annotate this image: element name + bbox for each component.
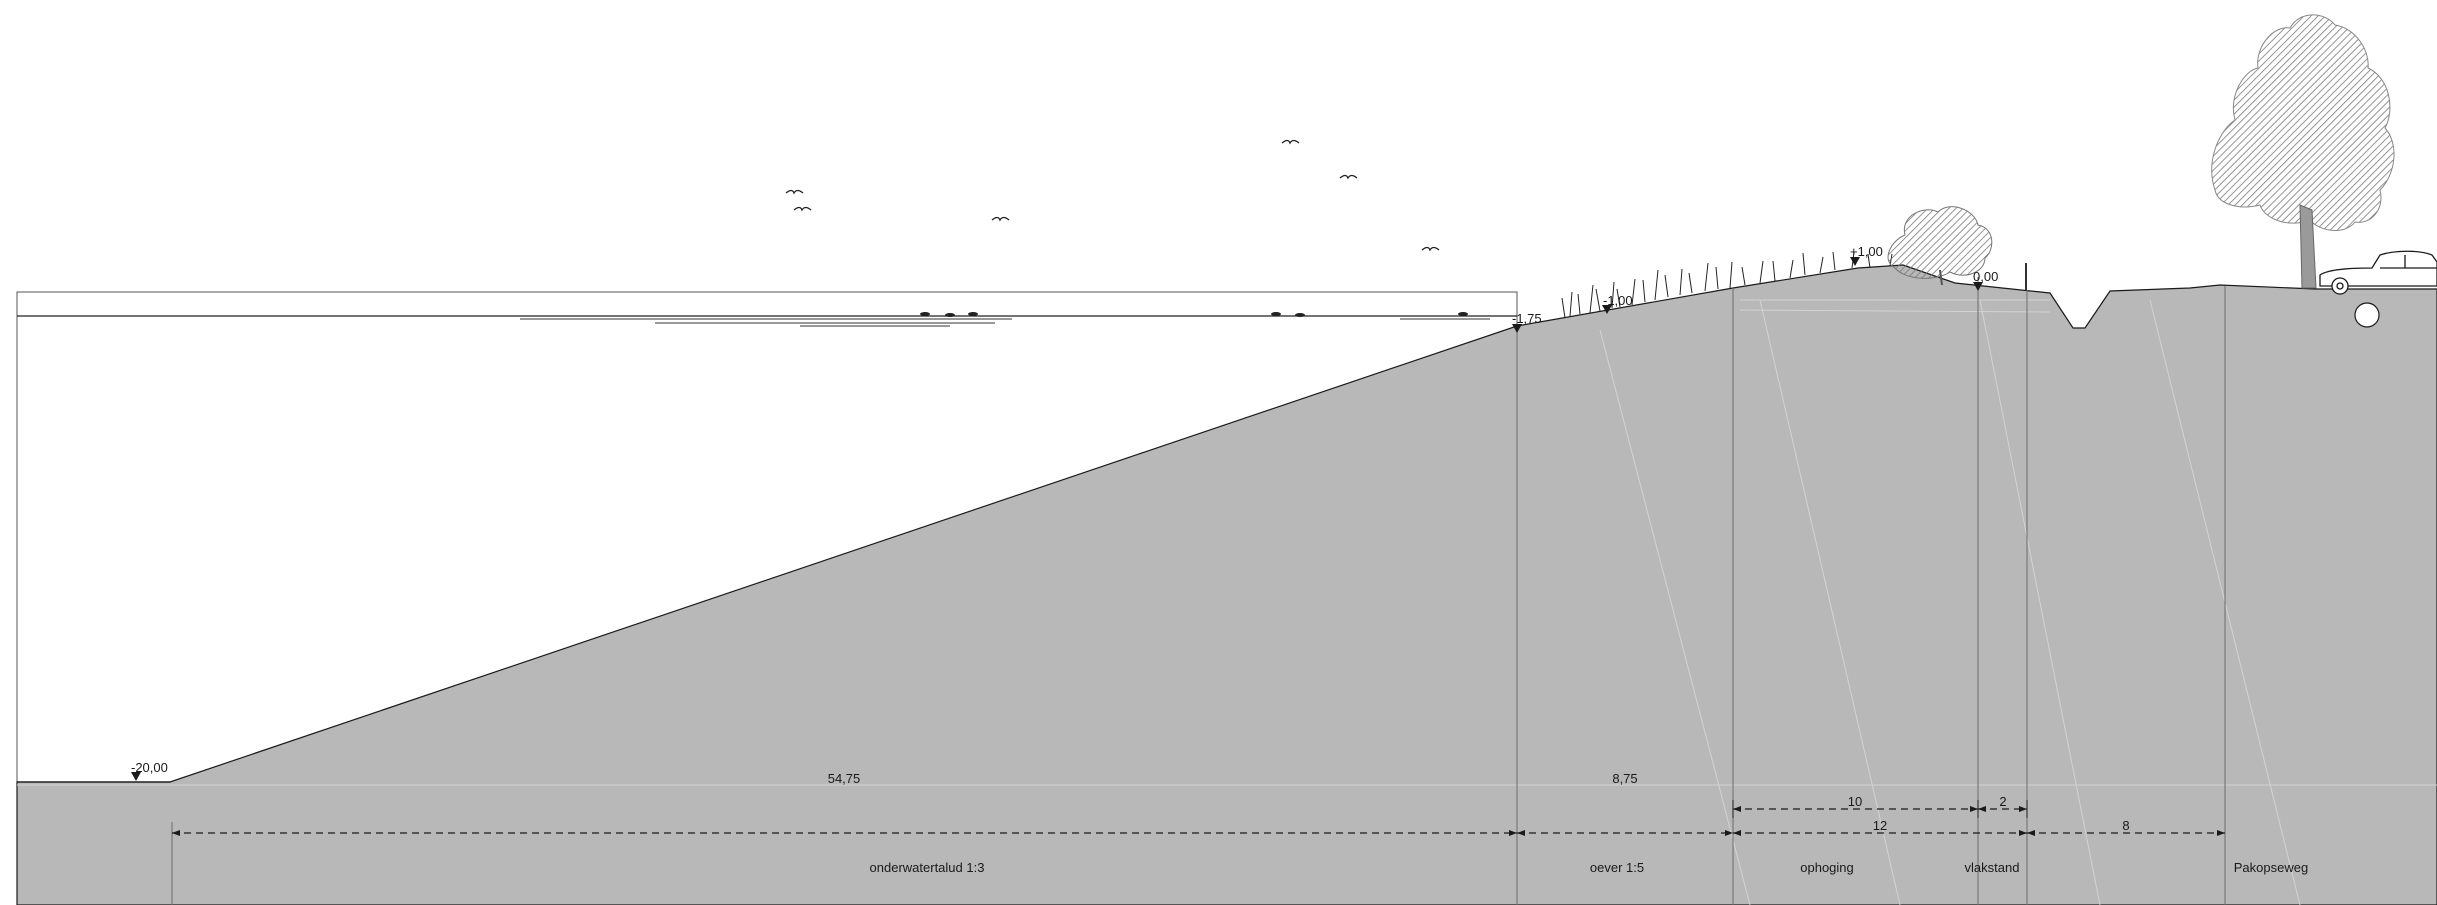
ground-profile bbox=[16, 264, 2437, 905]
level-label-raised-top: +1,00 bbox=[1850, 244, 1883, 259]
level-marker-raised-top: +1,00 bbox=[1850, 244, 1883, 266]
bird-icons bbox=[785, 139, 1440, 252]
dim-label-flat-edge: 2 bbox=[1999, 794, 2006, 809]
zone-label-raise: ophoging bbox=[1800, 860, 1854, 875]
water-ripples bbox=[520, 318, 1490, 327]
level-marker-underwater-toe: -1,75 bbox=[1512, 311, 1542, 333]
level-label-underwater-toe: -1,75 bbox=[1512, 311, 1542, 326]
level-label-flat: 0,00 bbox=[1973, 269, 1998, 284]
dim-label-road: 8 bbox=[2122, 818, 2129, 833]
zone-label-flat-edge: vlakstand bbox=[1965, 860, 2020, 875]
pipe bbox=[2354, 302, 2380, 328]
dim-label-raise-total: 12 bbox=[1873, 818, 1887, 833]
zone-label-road: Pakopseweg bbox=[2234, 860, 2308, 875]
level-marker-bank-mid: -1,00 bbox=[1602, 293, 1633, 314]
level-marker-bottom: -20,00 bbox=[131, 760, 168, 781]
car-icon bbox=[2319, 250, 2437, 295]
level-marker-flat: 0,00 bbox=[1973, 269, 1998, 291]
small-tree-icon bbox=[1887, 206, 1993, 286]
dim-label-raise: 10 bbox=[1848, 794, 1862, 809]
zone-label-underwater-slope: onderwatertalud 1:3 bbox=[870, 860, 985, 875]
duck-icons bbox=[920, 312, 1468, 317]
level-label-bottom: -20,00 bbox=[131, 760, 168, 775]
level-label-bank-mid: -1,00 bbox=[1603, 293, 1633, 308]
zone-label-bank: oever 1:5 bbox=[1590, 860, 1644, 875]
dim-label-underwater-slope: 54,75 bbox=[828, 771, 861, 786]
large-tree-icon bbox=[2211, 14, 2395, 289]
dim-label-bank: 8,75 bbox=[1612, 771, 1637, 786]
dimension-lines bbox=[172, 800, 2225, 836]
